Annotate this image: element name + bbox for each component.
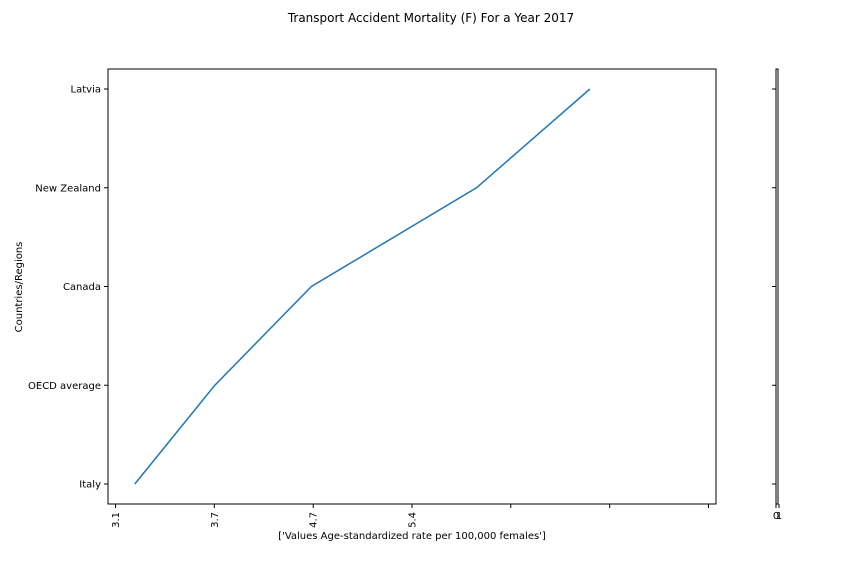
x-tick-label: 3.7 <box>210 512 221 528</box>
x-tick-label: 5.4 <box>408 512 419 528</box>
x-tick-label: 4.7 <box>309 512 320 528</box>
x-axis-label: ['Values Age-standardized rate per 100,0… <box>278 531 546 542</box>
y-axis-label: Countries/Regions <box>14 242 25 333</box>
series-line <box>134 88 591 485</box>
y-tick-label: New Zealand <box>35 183 101 194</box>
y-tick-label: OECD average <box>28 381 101 392</box>
side-axis-label-0: 0 <box>773 511 779 522</box>
chart-title: Transport Accident Mortality (F) For a Y… <box>287 11 574 25</box>
x-tick-label: 3.1 <box>111 512 122 528</box>
x-axis: 3.1 3.7 4.7 5.4 <box>111 504 709 528</box>
y-tick-label: Italy <box>79 480 101 491</box>
side-axis-frame <box>775 68 779 505</box>
y-axis: Italy OECD average Canada New Zealand Latvia <box>28 85 108 491</box>
plot-area <box>107 68 717 505</box>
side-axis-label-1: 1 <box>776 511 782 522</box>
y-tick-label: Canada <box>63 282 101 293</box>
y-tick-label: Latvia <box>71 85 101 96</box>
side-axis-ticks <box>772 88 780 508</box>
